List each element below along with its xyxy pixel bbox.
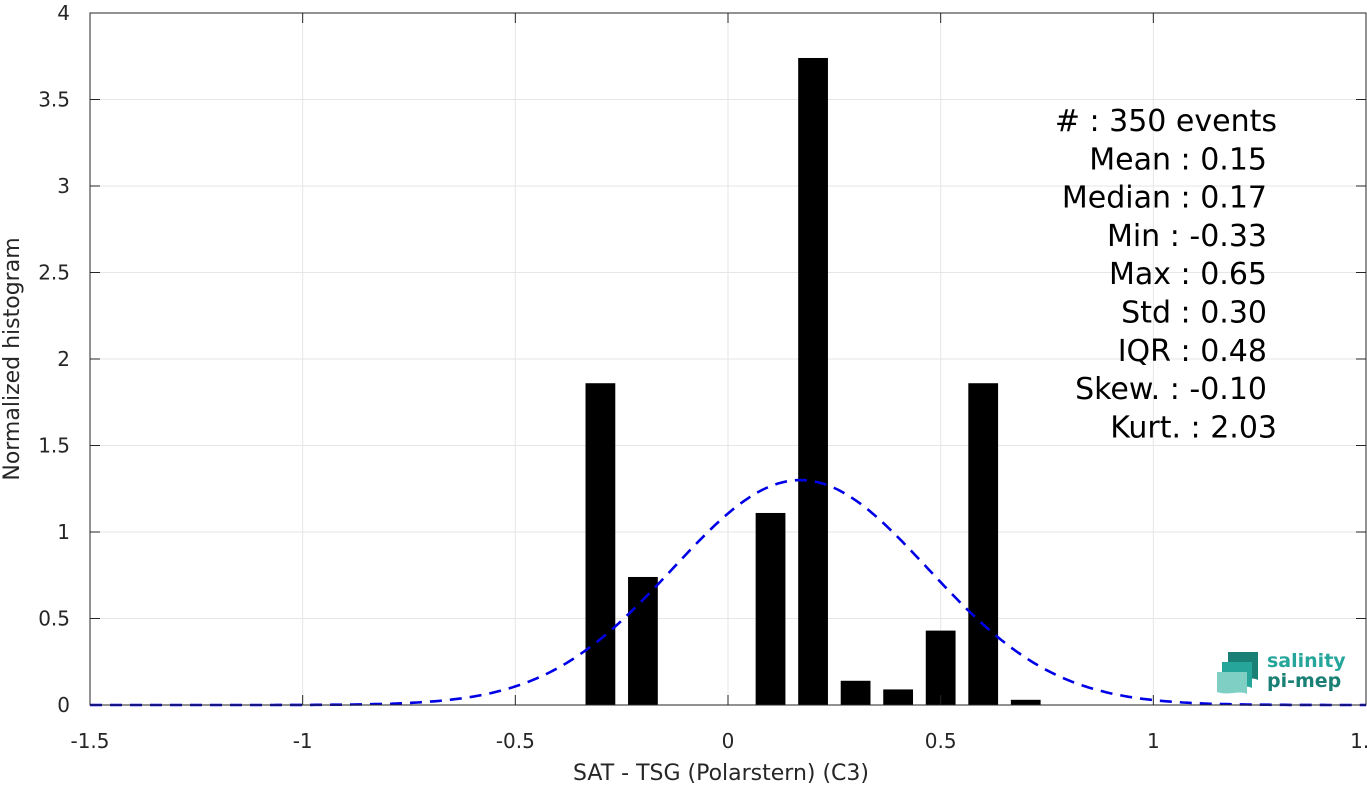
stat-line: Std : 0.30 [1121, 296, 1267, 331]
histogram-bar [628, 576, 658, 705]
histogram-bar [925, 630, 956, 705]
y-axis-label: Normalized histogram [0, 237, 25, 480]
salinity-pi-mep-logo: salinity pi-mep [1217, 650, 1346, 694]
x-axis-label: SAT - TSG (Polarstern) (C3) [573, 761, 869, 785]
y-tick-label: 0.5 [38, 607, 70, 631]
x-tick-labels: -1.5 -1 -0.5 0 0.5 1 1.5 [70, 729, 1367, 753]
y-tick-label: 4 [57, 1, 70, 25]
histogram-bar [1010, 699, 1041, 705]
logo-line-1: salinity [1267, 650, 1346, 672]
stat-line: Max : 0.65 [1109, 257, 1267, 292]
histogram-bar [585, 383, 616, 705]
x-tick-label: 0.5 [925, 729, 957, 753]
x-tick-label: -1 [293, 729, 313, 753]
histogram-bar [798, 57, 828, 706]
x-tick-label: -0.5 [496, 729, 535, 753]
histogram-bar [840, 680, 871, 705]
y-tick-label: 1 [57, 520, 70, 544]
stat-line: Skew. : -0.10 [1075, 372, 1267, 407]
stat-line: Mean : 0.15 [1089, 142, 1267, 177]
x-tick-label: 1.5 [1350, 729, 1367, 753]
gaussian-fit-curve [90, 478, 1366, 707]
histogram-bar [968, 383, 999, 705]
stat-line: # : 350 events [1055, 104, 1277, 139]
y-tick-labels: 0 0.5 1 1.5 2 2.5 3 3.5 4 [38, 1, 70, 717]
x-tick-label: 1 [1147, 729, 1160, 753]
y-tick-label: 3.5 [38, 88, 70, 112]
x-tick-label: 0 [722, 729, 735, 753]
y-tick-label: 2.5 [38, 261, 70, 285]
y-tick-label: 3 [57, 174, 70, 198]
x-tick-label: -1.5 [70, 729, 109, 753]
logo-line-2: pi-mep [1267, 670, 1341, 692]
histogram-bar [883, 689, 914, 705]
y-tick-label: 1.5 [38, 434, 70, 458]
stat-line: IQR : 0.48 [1118, 334, 1267, 369]
logo-mark-front [1217, 672, 1247, 694]
histogram-bars [585, 57, 1041, 706]
y-tick-label: 2 [57, 347, 70, 371]
stat-line: Kurt. : 2.03 [1110, 410, 1277, 445]
y-tick-label: 0 [57, 693, 70, 717]
histogram-bar [755, 512, 786, 705]
stat-line: Min : -0.33 [1107, 219, 1267, 254]
tick-marks [89, 12, 1367, 706]
stat-line: Median : 0.17 [1062, 181, 1267, 216]
